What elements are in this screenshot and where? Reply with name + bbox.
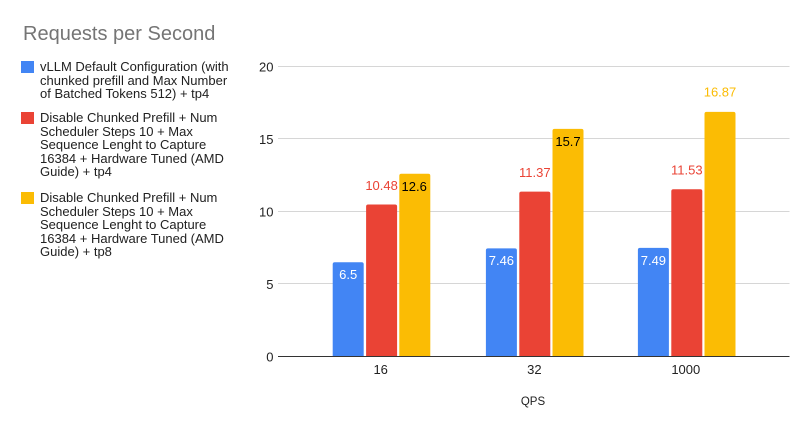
svg-text:5: 5 (266, 277, 273, 292)
svg-text:0: 0 (266, 350, 273, 365)
svg-text:1000: 1000 (671, 362, 700, 377)
svg-text:7.46: 7.46 (489, 253, 514, 268)
svg-text:QPS: QPS (521, 396, 546, 408)
svg-text:10: 10 (259, 205, 273, 220)
svg-text:15: 15 (259, 132, 273, 147)
svg-text:7.49: 7.49 (641, 253, 666, 268)
svg-text:11.53: 11.53 (671, 162, 703, 177)
svg-text:11.37: 11.37 (519, 165, 551, 180)
svg-text:16: 16 (373, 362, 387, 377)
svg-text:6.5: 6.5 (339, 267, 357, 282)
svg-text:16.87: 16.87 (704, 85, 737, 100)
svg-text:12.6: 12.6 (402, 179, 427, 194)
svg-text:10.48: 10.48 (365, 178, 398, 193)
svg-text:15.7: 15.7 (555, 134, 580, 149)
svg-text:32: 32 (527, 362, 541, 377)
svg-text:20: 20 (259, 60, 273, 75)
